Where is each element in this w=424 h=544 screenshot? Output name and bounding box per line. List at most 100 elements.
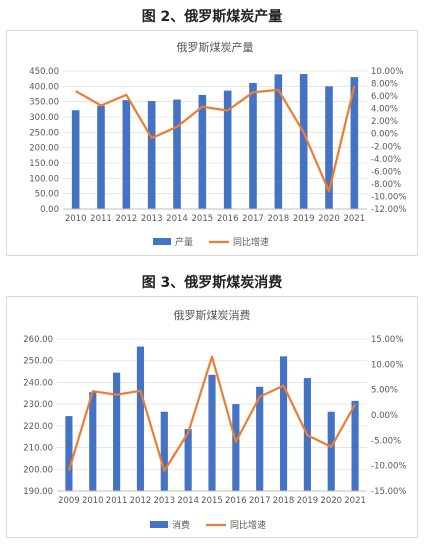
consumption-y-tick: 220.00 <box>23 422 53 432</box>
figure-3-caption: 图 3、俄罗斯煤炭消费 <box>141 275 283 291</box>
production-y2-tick: 10.00% <box>371 67 403 77</box>
production-x-tick: 2011 <box>90 214 112 224</box>
production-bar <box>350 77 359 209</box>
production-bar <box>223 90 232 209</box>
production-legend-bar-swatch <box>153 238 171 245</box>
production-bar <box>249 82 257 209</box>
consumption-y2-tick: -15.00% <box>371 487 406 497</box>
consumption-bar <box>208 374 216 491</box>
production-y-tick: 200.00 <box>29 144 59 154</box>
consumption-y2-tick: 15.00% <box>371 335 403 345</box>
consumption-bar <box>136 346 145 491</box>
consumption-x-tick: 2017 <box>249 496 271 506</box>
production-y2-tick: -12.00% <box>371 205 406 215</box>
production-legend-bar-label: 产量 <box>175 236 193 248</box>
consumption-bar <box>279 356 288 491</box>
production-y-tick: 100.00 <box>29 174 59 184</box>
consumption-x-tick: 2013 <box>153 496 175 506</box>
production-x-tick: 2021 <box>344 214 366 224</box>
production-y2-tick: 8.00% <box>371 80 398 90</box>
production-y2-tick: -6.00% <box>371 167 401 177</box>
production-y-tick: 0.00 <box>40 205 59 215</box>
consumption-legend-bar-label: 消费 <box>172 519 190 531</box>
production-x-tick: 2016 <box>217 214 239 224</box>
consumption-bar <box>65 416 73 491</box>
production-x-tick: 2014 <box>166 214 188 224</box>
production-bar <box>274 74 283 209</box>
consumption-x-tick: 2019 <box>297 496 319 506</box>
consumption-x-tick: 2010 <box>82 496 104 506</box>
production-y-tick: 350.00 <box>29 98 59 108</box>
consumption-x-tick: 2021 <box>344 496 366 506</box>
production-bar <box>71 110 80 209</box>
consumption-y-tick: 190.00 <box>23 487 53 497</box>
production-x-tick: 2013 <box>141 214 163 224</box>
production-growth-line <box>75 85 356 193</box>
production-bar <box>173 99 181 209</box>
production-y-tick: 150.00 <box>29 159 59 169</box>
consumption-bar <box>89 392 97 491</box>
consumption-growth-line <box>67 355 357 472</box>
production-bar <box>198 94 207 209</box>
consumption-legend-line-label: 同比增速 <box>230 519 266 531</box>
production-y-tick: 450.00 <box>29 67 59 77</box>
production-y2-tick: 6.00% <box>371 92 398 102</box>
production-y2-tick: -4.00% <box>371 155 401 165</box>
consumption-y2-tick: -10.00% <box>371 462 406 472</box>
production-bar <box>299 74 308 209</box>
consumption-x-tick: 2011 <box>106 496 128 506</box>
production-y-tick: 400.00 <box>29 82 59 92</box>
consumption-x-tick: 2016 <box>225 496 247 506</box>
consumption-title: 俄罗斯煤炭消费 <box>174 308 251 322</box>
consumption-chart-panel: 俄罗斯煤炭消费 260.00 250.00 240.00 230.00 220.00 210… <box>6 296 418 538</box>
consumption-y-tick: 200.00 <box>23 465 53 475</box>
production-bar <box>147 101 156 209</box>
production-y2-tick: -10.00% <box>371 192 406 202</box>
production-y2-tick: -8.00% <box>371 180 401 190</box>
consumption-bar <box>184 429 192 491</box>
consumption-bar <box>113 372 121 491</box>
consumption-y2-tick: 0.00% <box>371 411 398 421</box>
consumption-y2-tick: 10.00% <box>371 360 403 370</box>
production-y-tick: 300.00 <box>29 113 59 123</box>
production-chart: 俄罗斯煤炭产量 450.00 400.00 350.00 300.00 250.00 200… <box>29 40 406 248</box>
consumption-y-tick: 250.00 <box>23 357 53 367</box>
consumption-bar <box>351 400 359 491</box>
consumption-bar <box>256 386 264 491</box>
consumption-x-tick: 2020 <box>320 496 342 506</box>
consumption-y-tick: 260.00 <box>23 335 53 345</box>
consumption-bar <box>160 411 168 491</box>
figure-2-caption: 图 2、俄罗斯煤炭产量 <box>141 9 283 25</box>
consumption-x-tick: 2009 <box>58 496 80 506</box>
consumption-x-tick: 2014 <box>177 496 199 506</box>
consumption-bar <box>232 404 240 491</box>
production-y-tick: 250.00 <box>29 128 59 138</box>
production-x-tick: 2015 <box>192 214 214 224</box>
production-y-tick: 50.00 <box>35 190 59 200</box>
consumption-x-tick: 2012 <box>130 496 152 506</box>
production-y2-tick: 0.00% <box>371 130 398 140</box>
production-bar <box>122 100 131 209</box>
consumption-y-tick: 210.00 <box>23 444 53 454</box>
consumption-y-tick: 230.00 <box>23 400 53 410</box>
production-x-tick: 2020 <box>318 214 340 224</box>
production-bar <box>97 105 105 209</box>
production-chart-panel: 俄罗斯煤炭产量 450.00 400.00 350.00 300.00 250.00 200… <box>6 30 418 256</box>
production-bar <box>325 86 333 209</box>
consumption-x-tick: 2018 <box>273 496 295 506</box>
production-y2-tick: 2.00% <box>371 117 398 127</box>
consumption-y2-tick: -5.00% <box>371 436 401 446</box>
consumption-chart: 俄罗斯煤炭消费 260.00 250.00 240.00 230.00 220.00 210… <box>23 308 406 531</box>
consumption-y-tick: 240.00 <box>23 378 53 388</box>
production-x-tick: 2010 <box>65 214 87 224</box>
production-x-tick: 2019 <box>293 214 315 224</box>
production-x-tick: 2012 <box>116 214 138 224</box>
consumption-y2-tick: 5.00% <box>371 386 398 396</box>
consumption-bar <box>327 411 335 491</box>
production-legend-line-label: 同比增速 <box>233 236 269 248</box>
production-y2-tick: -2.00% <box>371 142 401 152</box>
production-x-tick: 2017 <box>242 214 264 224</box>
production-y2-tick: 4.00% <box>371 105 398 115</box>
production-x-tick: 2018 <box>268 214 290 224</box>
production-title: 俄罗斯煤炭产量 <box>177 40 254 54</box>
